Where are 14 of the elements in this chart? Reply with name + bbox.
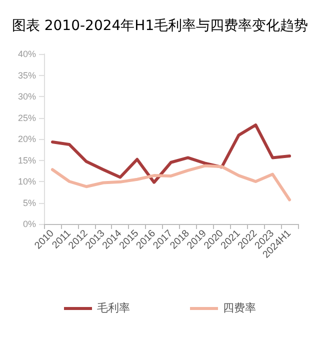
line-series — [50, 123, 292, 184]
chart-title: 图表 2010-2024年H1毛利率与四费率变化趋势 — [12, 18, 308, 34]
y-tick-label: 35% — [18, 70, 36, 80]
legend-label: 四费率 — [223, 302, 256, 314]
y-tick-label: 0% — [22, 219, 36, 229]
y-tick-label: 15% — [18, 155, 36, 166]
y-tick-label: 5% — [22, 198, 36, 208]
line-series — [50, 164, 292, 202]
y-tick-label: 30% — [18, 92, 36, 102]
legend-label: 毛利率 — [97, 302, 130, 314]
y-tick-label: 40% — [18, 49, 36, 59]
y-tick-label: 25% — [18, 112, 36, 123]
y-tick-label: 10% — [18, 176, 36, 186]
y-tick-label: 20% — [18, 134, 36, 144]
